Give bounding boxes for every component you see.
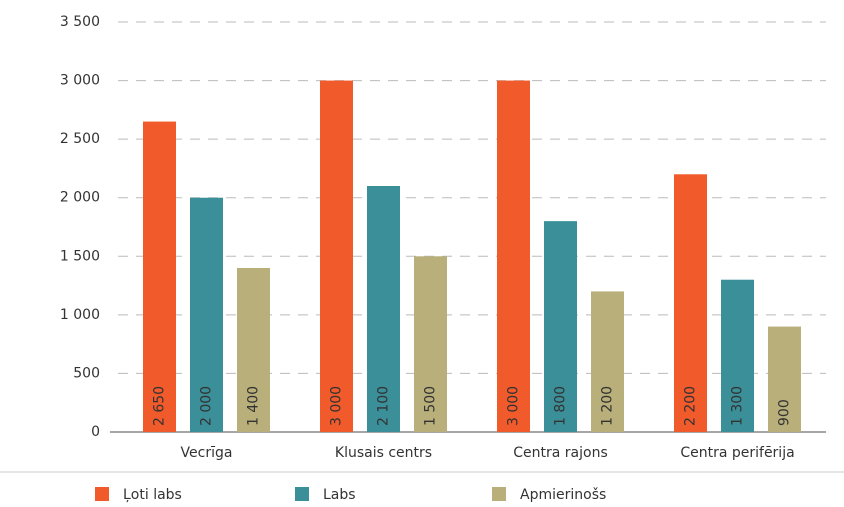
y-tick-label: 500 <box>73 365 100 381</box>
y-tick-label: 3 000 <box>60 73 100 89</box>
y-tick-label: 1 500 <box>60 248 100 264</box>
bar <box>544 221 577 432</box>
y-tick-label: 3 500 <box>60 14 100 30</box>
legend-label: Labs <box>323 487 356 503</box>
value-label: 1 500 <box>423 386 439 426</box>
bar <box>497 80 530 433</box>
bar <box>190 197 223 432</box>
bar <box>768 326 801 432</box>
bar <box>320 80 353 433</box>
bar <box>674 174 707 433</box>
value-label: 900 <box>777 399 793 426</box>
y-tick-label: 2 500 <box>60 131 100 147</box>
bar <box>414 256 447 432</box>
bar <box>591 291 624 432</box>
value-label: 1 800 <box>553 386 569 426</box>
x-tick-label: Vecrīga <box>181 445 233 461</box>
x-tick-label: Centra rajons <box>513 445 608 461</box>
legend-label: Apmierinošs <box>520 487 606 503</box>
value-label: 1 300 <box>730 386 746 426</box>
legend-swatch <box>295 487 309 501</box>
legend-label: Ļoti labs <box>123 487 182 503</box>
value-label: 2 650 <box>152 386 168 426</box>
legend-swatch <box>492 487 506 501</box>
value-label: 2 000 <box>199 386 215 426</box>
value-label: 2 100 <box>376 386 392 426</box>
legend-swatch <box>95 487 109 501</box>
value-label: 3 000 <box>329 386 345 426</box>
x-tick-label: Centra perifērija <box>680 445 794 461</box>
y-tick-label: 1 000 <box>60 307 100 323</box>
value-label: 1 200 <box>600 386 616 426</box>
value-label: 2 200 <box>683 386 699 426</box>
bar <box>237 268 270 432</box>
y-tick-label: 0 <box>91 424 100 440</box>
bar <box>143 121 176 433</box>
value-label: 3 000 <box>506 386 522 426</box>
x-tick-label: Klusais centrs <box>335 445 432 461</box>
y-tick-label: 2 000 <box>60 190 100 206</box>
bar <box>367 186 400 432</box>
value-label: 1 400 <box>246 386 262 426</box>
bar <box>721 279 754 432</box>
